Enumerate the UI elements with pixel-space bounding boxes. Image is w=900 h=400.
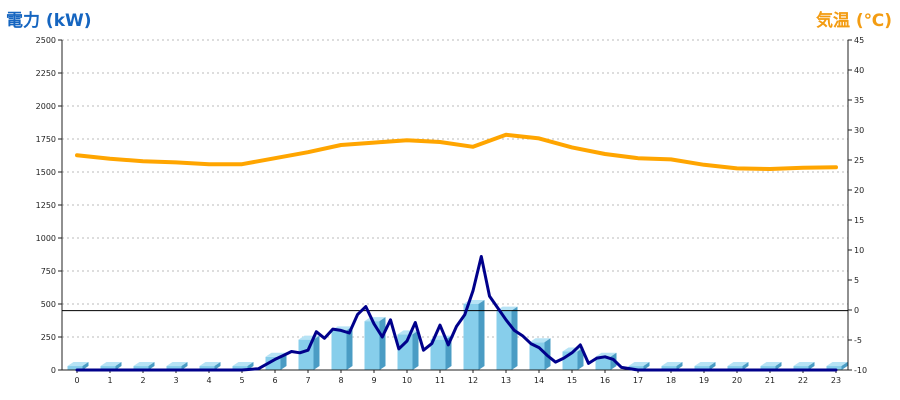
right-tick-label: 10 (854, 246, 864, 255)
x-tick-label: 22 (798, 376, 808, 385)
right-tick-label: -10 (854, 366, 867, 375)
left-axis-title: 電力 (kW) (6, 11, 92, 31)
x-tick-label: 23 (831, 376, 841, 385)
left-tick-label: 1000 (36, 234, 56, 243)
power-bar (100, 362, 122, 370)
right-tick-label: 40 (854, 66, 864, 75)
left-tick-label: 750 (41, 267, 56, 276)
x-tick-label: 20 (732, 376, 742, 385)
right-tick-label: 30 (854, 126, 864, 135)
left-tick-label: 500 (41, 300, 56, 309)
x-tick-label: 2 (140, 376, 145, 385)
x-tick-label: 19 (699, 376, 709, 385)
right-tick-label: 20 (854, 186, 864, 195)
temperature-line (75, 132, 838, 171)
power-bar (595, 352, 617, 370)
power-line (75, 255, 838, 372)
right-tick-label: 35 (854, 96, 864, 105)
x-tick-label: 11 (435, 376, 445, 385)
left-tick-label: 2250 (36, 69, 56, 78)
left-tick-label: 1750 (36, 135, 56, 144)
power-bar (826, 362, 848, 370)
right-tick-label: 15 (854, 216, 864, 225)
power-bar (793, 362, 815, 370)
x-tick-label: 8 (338, 376, 343, 385)
left-tick-label: 2500 (36, 36, 56, 45)
right-tick-label: 45 (854, 36, 864, 45)
right-tick-label: 25 (854, 156, 864, 165)
power-bar (199, 362, 221, 370)
x-tick-label: 3 (173, 376, 178, 385)
power-bar (628, 362, 650, 370)
power-bar (166, 362, 188, 370)
x-tick-label: 0 (74, 376, 79, 385)
left-tick-label: 2000 (36, 102, 56, 111)
power-bar (694, 362, 716, 370)
x-tick-label: 9 (371, 376, 376, 385)
grid (62, 39, 848, 338)
left-tick-label: 250 (41, 333, 56, 342)
right-tick-label: 5 (854, 276, 859, 285)
series-lines (75, 132, 838, 372)
x-tick-label: 18 (666, 376, 676, 385)
x-tick-label: 12 (468, 376, 478, 385)
power-bar (496, 306, 518, 370)
x-tick-label: 5 (239, 376, 244, 385)
power-bar (760, 362, 782, 370)
right-axis-title: 気温 (℃) (815, 11, 892, 31)
x-tick-label: 14 (534, 376, 544, 385)
x-tick-label: 1 (107, 376, 112, 385)
left-tick-label: 1500 (36, 168, 56, 177)
x-tick-label: 13 (501, 376, 511, 385)
power-bar (67, 362, 89, 370)
power-bar (133, 362, 155, 370)
x-tick-label: 10 (402, 376, 412, 385)
x-tick-label: 7 (305, 376, 310, 385)
x-tick-label: 4 (206, 376, 211, 385)
left-tick-label: 0 (51, 366, 56, 375)
x-tick-label: 6 (272, 376, 277, 385)
right-tick-label: -5 (854, 336, 862, 345)
right-tick-label: 0 (854, 306, 859, 315)
power-bar (364, 317, 386, 370)
power-bar (397, 330, 419, 370)
x-tick-label: 21 (765, 376, 775, 385)
power-bar (727, 362, 749, 370)
x-tick-label: 16 (600, 376, 610, 385)
x-tick-label: 15 (567, 376, 577, 385)
power-bar (661, 362, 683, 370)
x-tick-label: 17 (633, 376, 643, 385)
tick-labels: 02505007501000125015001750200022502500-1… (36, 36, 867, 385)
axes (58, 39, 852, 373)
left-tick-label: 1250 (36, 201, 56, 210)
